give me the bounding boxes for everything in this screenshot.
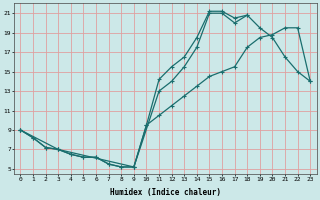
X-axis label: Humidex (Indice chaleur): Humidex (Indice chaleur) <box>110 188 221 197</box>
